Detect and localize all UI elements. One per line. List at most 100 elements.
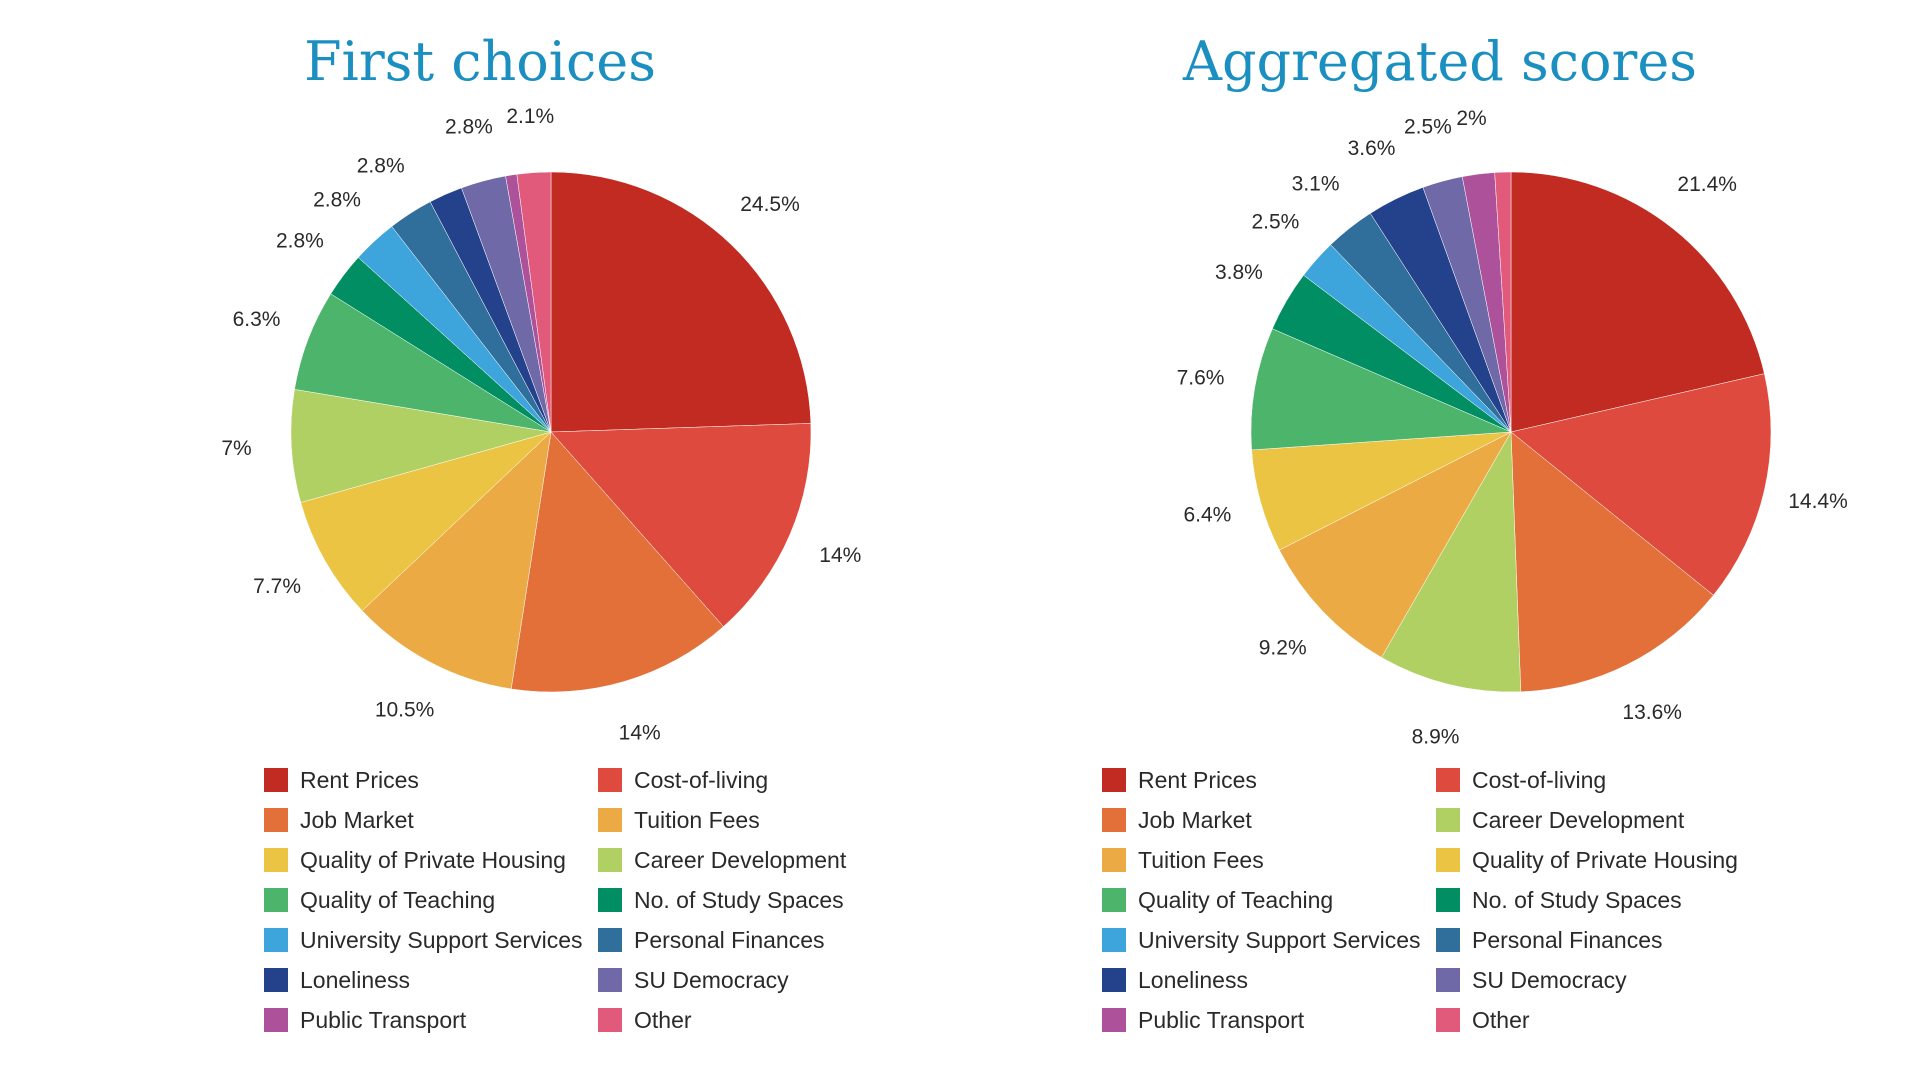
legend: Rent Prices Cost-of-living Job Market Caree… [1102,764,1742,1036]
pie-slice-cost-of-living [1510,373,1772,596]
legend-swatch [598,848,622,872]
legend-item-cost-of-living: Cost-of-living [1436,764,1736,796]
legend-label: No. of Study Spaces [634,886,844,913]
pie-slice-rent-prices [550,171,812,433]
legend-item-tuition-fees: Tuition Fees [598,804,898,836]
data-label-tuition-fees: 10.5% [375,698,435,721]
legend-item-job-market: Job Market [1102,804,1436,836]
legend-swatch [1102,768,1126,792]
legend-swatch [598,1008,622,1032]
legend-label: Loneliness [300,966,410,993]
legend-swatch [598,968,622,992]
legend-swatch [1102,928,1126,952]
pie-slice-job-market [1510,431,1714,693]
pie-slice-tuition-fees [1279,431,1512,658]
legend-label: Personal Finances [634,926,825,953]
data-label-university-support-services: 2.8% [313,188,361,211]
legend-label: Career Development [634,846,847,873]
pie-slice-rent-prices [1510,171,1765,433]
legend-label: SU Democracy [1472,966,1627,993]
legend-item-su-democracy: SU Democracy [598,964,898,996]
legend-swatch [1436,848,1460,872]
data-label-tuition-fees: 9.2% [1259,637,1307,660]
legend-item-quality-of-private-housing: Quality of Private Housing [264,844,598,876]
pie-slice-other [516,171,552,433]
legend-item-loneliness: Loneliness [264,964,598,996]
legend-swatch [598,888,622,912]
legend-swatch [598,808,622,832]
legend-swatch [264,768,288,792]
legend-swatch [1102,808,1126,832]
legend-item-loneliness: Loneliness [1102,964,1436,996]
legend-swatch [1102,848,1126,872]
legend-item-rent-prices: Rent Prices [264,764,598,796]
legend-swatch [264,1008,288,1032]
legend-swatch [598,928,622,952]
pie-slice-other [1494,171,1512,433]
pie-slice-tuition-fees [361,431,552,690]
data-label-su-democracy: 2.8% [445,115,493,138]
data-label-university-support-services: 2.5% [1251,210,1299,233]
legend-item-su-democracy: SU Democracy [1436,964,1736,996]
pie-chart-aggregated-scores: 21.4% 14.4% 13.6% 8.9% 9.2% 6.4% 7.6% 3.8% 2.5% 3… [1177,107,1848,748]
pie-slice-job-market [510,431,724,693]
pie-slice-career-development [290,389,552,503]
data-label-personal-finances: 3.1% [1292,172,1340,195]
data-label-job-market: 14% [619,722,661,745]
data-label-other: 2.1% [506,105,554,128]
legend-label: Career Development [1472,806,1685,833]
legend-swatch [264,968,288,992]
data-label-cost-of-living: 14.4% [1788,490,1848,513]
pie-chart-first-choices: 24.5% 14% 14% 10.5% 7.7% 7% 6.3% 2.8% 2.8% 2.8% 2.… [221,105,861,745]
legend-item-no-of-study-spaces: No. of Study Spaces [1436,884,1736,916]
legend-swatch [598,768,622,792]
legend-label: Quality of Teaching [300,886,496,913]
legend-label: Rent Prices [1138,766,1257,793]
chart-title: First choices [304,30,656,93]
legend-swatch [264,848,288,872]
legend-label: Cost-of-living [634,766,769,793]
legend-label: SU Democracy [634,966,789,993]
legend-label: Quality of Teaching [1138,886,1334,913]
legend-item-career-development: Career Development [1436,804,1736,836]
data-label-quality-of-teaching: 7.6% [1177,366,1225,389]
legend-swatch [1102,968,1126,992]
legend-swatch [264,888,288,912]
legend-label: Job Market [1138,806,1252,833]
legend-label: Public Transport [1138,1006,1305,1033]
legend-item-personal-finances: Personal Finances [598,924,898,956]
legend-item-rent-prices: Rent Prices [1102,764,1436,796]
legend-label: Quality of Private Housing [1472,846,1738,873]
legend-item-quality-of-teaching: Quality of Teaching [264,884,598,916]
data-label-rent-prices: 24.5% [740,193,800,216]
legend-label: Rent Prices [300,766,419,793]
legend-swatch [264,928,288,952]
legend-swatch [264,808,288,832]
data-label-career-development: 7% [221,437,251,460]
data-label-quality-of-teaching: 6.3% [233,308,281,331]
legend-swatch [1436,808,1460,832]
legend-swatch [1102,888,1126,912]
legend-item-public-transport: Public Transport [264,1004,598,1036]
data-label-quality-of-private-housing: 7.7% [253,575,301,598]
legend-item-other: Other [598,1004,898,1036]
legend-swatch [1436,968,1460,992]
legend-label: Public Transport [300,1006,467,1033]
legend-item-quality-of-private-housing: Quality of Private Housing [1436,844,1738,876]
chart-title: Aggregated scores [1182,30,1697,93]
legend-label: Cost-of-living [1472,766,1607,793]
data-label-no-of-study-spaces: 2.8% [276,229,324,252]
data-label-personal-finances: 2.8% [357,155,405,178]
data-label-loneliness: 3.6% [1348,137,1396,160]
pie-slice-quality-of-private-housing [300,431,552,612]
legend-label: University Support Services [300,926,583,953]
data-label-quality-of-private-housing: 6.4% [1183,504,1231,527]
pie-slice-career-development [1381,431,1522,693]
data-label-no-of-study-spaces: 3.8% [1215,261,1263,284]
first-choices-panel: First choices 24.5% 14% 14% 10.5% 7.7% 7% 6.3%… [221,30,904,1036]
legend-label: University Support Services [1138,926,1421,953]
aggregated-scores-panel: Aggregated scores 21.4% 14.4% 13.6% 8.9% 9.2… [960,0,1920,1080]
pie-slice-cost-of-living [550,423,812,627]
legend: Rent Prices Cost-of-living Job Market Tuiti… [264,764,904,1036]
legend-item-no-of-study-spaces: No. of Study Spaces [598,884,898,916]
